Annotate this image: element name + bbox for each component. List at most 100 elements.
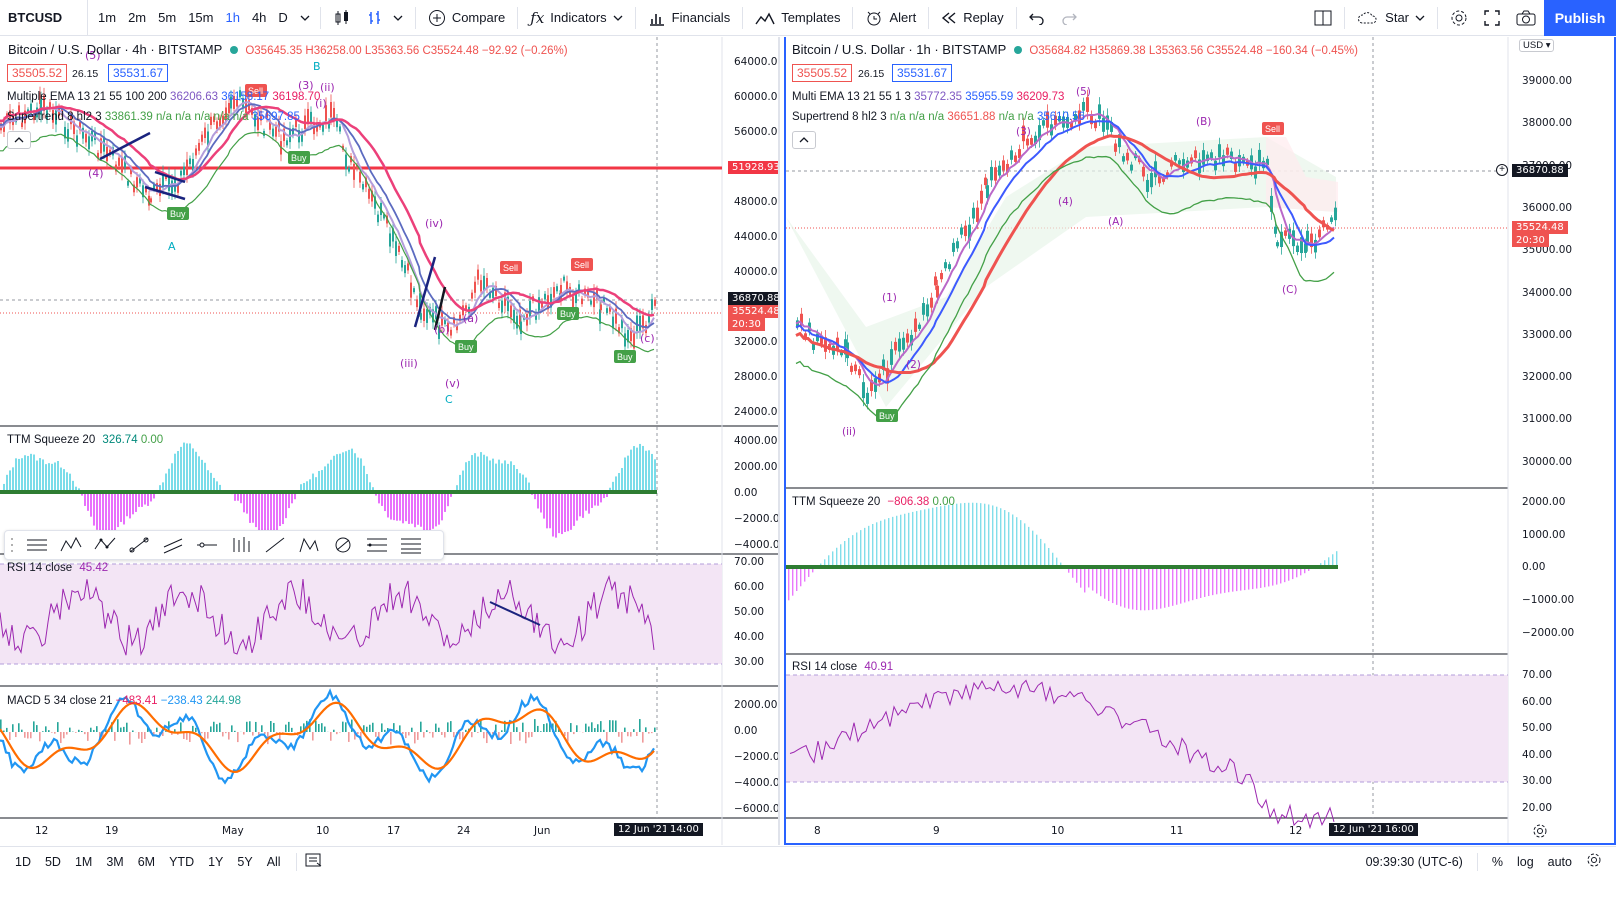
publish-button[interactable]: Publish — [1544, 0, 1616, 36]
right-ohlc: O35684.82 H35869.38 L35363.56 C35524.48 … — [1029, 45, 1358, 57]
interval-2m[interactable]: 2m — [128, 10, 147, 25]
add-alert-plus-icon[interactable]: + — [1496, 164, 1508, 176]
chart-type-button[interactable] — [359, 0, 411, 36]
divider — [295, 852, 297, 871]
right-ask-price[interactable]: 35531.67 — [892, 64, 953, 82]
layout-button[interactable] — [1306, 0, 1340, 36]
financials-button[interactable]: Financials — [640, 0, 739, 36]
range-ytd[interactable]: YTD — [169, 854, 195, 869]
macd-histogram-bar — [504, 720, 506, 732]
bars-pattern-icon[interactable] — [229, 535, 253, 555]
horizontal-ray-icon[interactable] — [195, 535, 219, 555]
redo-button[interactable] — [1053, 0, 1085, 36]
right-ttm-legend[interactable]: TTM Squeeze 20 −806.38 0.00 — [792, 496, 955, 508]
collapse-legend-button[interactable] — [792, 131, 816, 149]
ttm-histogram-bar — [1044, 543, 1046, 567]
elliott-wave-icon[interactable] — [59, 535, 83, 555]
ttm-histogram-bar — [788, 567, 790, 601]
fullscreen-button[interactable] — [1476, 0, 1508, 36]
goto-date-icon[interactable] — [305, 852, 323, 871]
candle-body — [192, 159, 194, 172]
candle-body — [498, 302, 500, 309]
left-supertrend-legend[interactable]: Supertrend 8 hl2 3 33861.39 n/a n/a n/a … — [7, 111, 300, 123]
candle-body — [328, 121, 330, 129]
currency-selector[interactable]: USD ▾ — [1519, 39, 1555, 52]
left-macd-legend[interactable]: MACD 5 34 close 21 −483.41 −238.43 244.9… — [7, 695, 241, 707]
left-ema-legend[interactable]: Multiple EMA 13 21 55 100 200 36206.63 3… — [7, 91, 320, 103]
left-chart-canvas[interactable]: Sell Buy Buy Sell Sell Buy Buy Buy (5) (4) (3) B (ii… — [0, 37, 780, 845]
left-bid-price[interactable]: 35505.52 — [7, 64, 68, 82]
ttm-histogram-bar — [147, 492, 149, 506]
interval-15m[interactable]: 15m — [188, 10, 214, 25]
cycle-icon[interactable] — [331, 535, 355, 555]
settings-gear-icon[interactable] — [1586, 852, 1602, 871]
auto-toggle[interactable]: auto — [1547, 854, 1572, 869]
candle-body — [67, 129, 69, 142]
templates-button[interactable]: Templates — [747, 0, 848, 36]
macd-histogram-bar — [477, 732, 479, 733]
chart-settings-gear-icon[interactable] — [1532, 823, 1548, 842]
candle-body — [1122, 156, 1125, 162]
right-chart-canvas[interactable]: Sell Buy (5) (3) (B) (4) (A) (1) (2) (C) (ii) — [786, 37, 1616, 845]
right-bid-price[interactable]: 35505.52 — [792, 64, 853, 82]
snapshot-button[interactable] — [1508, 0, 1544, 36]
macd-histogram-bar — [180, 722, 182, 732]
macd-histogram-bar — [48, 730, 50, 732]
alert-button[interactable]: Alert — [857, 0, 924, 36]
ray-icon[interactable] — [263, 535, 287, 555]
supertrend-value-2: 36651.88 — [947, 111, 996, 123]
right-rsi-legend[interactable]: RSI 14 close 40.91 — [792, 661, 893, 673]
percent-toggle[interactable]: % — [1491, 854, 1503, 869]
symbol-search[interactable]: BTCUSD — [0, 0, 88, 36]
range-1m[interactable]: 1M — [74, 854, 93, 869]
trend-line-icon[interactable] — [127, 535, 151, 555]
interval-5m[interactable]: 5m — [158, 10, 177, 25]
indicators-button[interactable]: ƒx Indicators — [522, 0, 630, 36]
bar-style-button[interactable] — [325, 0, 359, 36]
right-chart-pane[interactable]: Sell Buy (5) (3) (B) (4) (A) (1) (2) (C) (ii) Bitc… — [784, 37, 1616, 845]
channel-icon[interactable] — [161, 535, 185, 555]
left-ask-price[interactable]: 35531.67 — [108, 64, 169, 82]
range-5y[interactable]: 5Y — [237, 854, 253, 869]
range-5d[interactable]: 5D — [44, 854, 61, 869]
range-3m[interactable]: 3M — [106, 854, 124, 869]
range-6m[interactable]: 6M — [137, 854, 156, 869]
macd-histogram-bar — [339, 732, 341, 733]
interval-dropdown-chevron-icon[interactable] — [294, 0, 316, 36]
candle-body — [413, 288, 415, 293]
price-axis-tick: 40000.00 — [734, 266, 780, 278]
settings-button[interactable] — [1442, 0, 1476, 36]
range-all[interactable]: All — [266, 854, 281, 869]
right-supertrend-legend[interactable]: Supertrend 8 hl2 3 n/a n/a n/a 36651.88 … — [792, 111, 1085, 123]
range-1y[interactable]: 1Y — [208, 854, 224, 869]
left-chart-pane[interactable]: Sell Buy Buy Sell Sell Buy Buy Buy (5) (4) (3) B (ii… — [0, 37, 780, 845]
gann-fan-icon[interactable] — [399, 535, 423, 555]
abc-pattern-icon[interactable] — [93, 535, 117, 555]
replay-button[interactable]: Replay — [933, 0, 1011, 36]
interval-1m[interactable]: 1m — [98, 10, 117, 25]
text-lines-icon[interactable] — [25, 535, 49, 555]
range-1d[interactable]: 1D — [15, 854, 31, 869]
interval-d[interactable]: D — [278, 10, 288, 25]
signal-label: Buy — [560, 309, 576, 319]
interval-4h[interactable]: 4h — [251, 10, 267, 25]
left-ttm-legend[interactable]: TTM Squeeze 20 326.74 0.00 — [7, 434, 163, 446]
candle-body — [70, 113, 72, 125]
log-toggle[interactable]: log — [1516, 854, 1534, 869]
fib-retracement-icon[interactable] — [365, 535, 389, 555]
xabcd-pattern-icon[interactable] — [297, 535, 321, 555]
drag-handle-icon[interactable] — [9, 535, 15, 555]
right-ema-legend[interactable]: Multi EMA 13 21 55 1 3 35772.35 35955.59… — [792, 91, 1064, 103]
collapse-legend-button[interactable] — [7, 131, 31, 149]
macd-histogram-bar — [75, 732, 77, 733]
macd-histogram-bar — [459, 732, 461, 740]
star-layout-button[interactable]: Star — [1349, 0, 1433, 36]
undo-button[interactable] — [1021, 0, 1053, 36]
compare-button[interactable]: Compare — [420, 0, 513, 36]
clock-timezone[interactable]: 09:39:30 (UTC-6) — [1365, 854, 1463, 869]
interval-1h[interactable]: 1h — [225, 10, 240, 25]
drawing-toolbar[interactable] — [4, 530, 444, 560]
candle-body — [432, 309, 434, 323]
left-rsi-legend[interactable]: RSI 14 close 45.42 — [7, 562, 108, 574]
candle-body — [30, 103, 32, 111]
